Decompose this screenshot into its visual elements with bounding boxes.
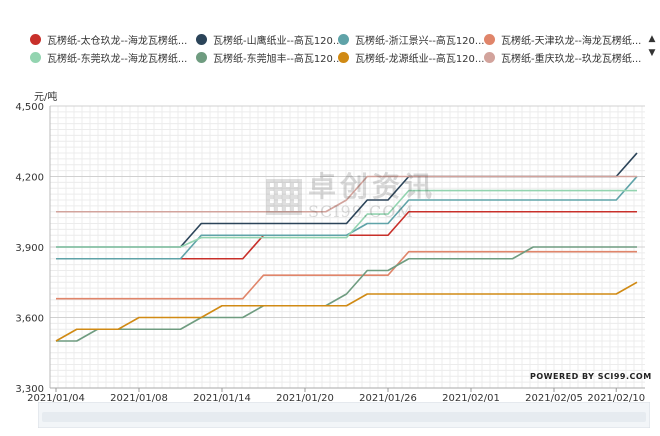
y-axis-unit-label: 元/吨 bbox=[34, 92, 58, 103]
legend-marker-icon bbox=[30, 33, 41, 45]
y-tick-label: 3,300 bbox=[15, 384, 44, 395]
legend-label: 瓦楞纸-太仓玖龙--海龙瓦楞纸... bbox=[47, 35, 188, 47]
x-tick-label: 2021/01/20 bbox=[276, 393, 334, 404]
series-line-3 bbox=[56, 250, 637, 300]
legend-item-shanying[interactable]: 瓦楞纸-山鹰纸业--高瓦120... bbox=[196, 30, 342, 48]
legend-marker-icon bbox=[338, 51, 349, 63]
legend-marker-icon bbox=[196, 33, 207, 45]
x-tick-label: 2021/01/08 bbox=[110, 393, 168, 404]
series-line-6 bbox=[55, 281, 638, 342]
legend-item-zhejiang[interactable]: 瓦楞纸-浙江景兴--高瓦120... bbox=[338, 30, 484, 48]
series-line-7 bbox=[56, 175, 637, 213]
legend-item-dongguan-jiulong[interactable]: 瓦楞纸-东莞玖龙--海龙瓦楞纸... bbox=[30, 48, 187, 66]
y-tick-label: 3,900 bbox=[15, 243, 44, 254]
legend-label: 瓦楞纸-浙江景兴--高瓦120... bbox=[355, 35, 485, 47]
x-tick-label: 2021/02/10 bbox=[587, 393, 645, 404]
series-line-2 bbox=[56, 175, 638, 260]
legend-item-dongguan-xufeng[interactable]: 瓦楞纸-东莞旭丰--高瓦120... bbox=[196, 48, 342, 66]
legend-marker-icon bbox=[484, 51, 495, 63]
x-tick-label: 2021/01/26 bbox=[359, 393, 417, 404]
legend-row-1: 瓦楞纸-太仓玖龙--海龙瓦楞纸... 瓦楞纸-山鹰纸业--高瓦120... 瓦楞… bbox=[30, 30, 645, 48]
legend-item-longyuan[interactable]: 瓦楞纸-龙源纸业--高瓦120... bbox=[338, 48, 484, 66]
legend-label: 瓦楞纸-东莞玖龙--海龙瓦楞纸... bbox=[47, 53, 188, 65]
x-tick-label: 2021/01/14 bbox=[193, 393, 251, 404]
legend-item-taicang[interactable]: 瓦楞纸-太仓玖龙--海龙瓦楞纸... bbox=[30, 30, 187, 48]
y-tick-label: 4,500 bbox=[15, 102, 44, 113]
powered-by-label: POWERED BY SCI99.COM bbox=[530, 372, 652, 381]
range-navigator[interactable] bbox=[38, 402, 650, 428]
legend-label: 瓦楞纸-山鹰纸业--高瓦120... bbox=[213, 35, 343, 47]
legend: 瓦楞纸-太仓玖龙--海龙瓦楞纸... 瓦楞纸-山鹰纸业--高瓦120... 瓦楞… bbox=[30, 30, 645, 66]
legend-marker-icon bbox=[484, 33, 495, 45]
legend-label: 瓦楞纸-天津玖龙--海龙瓦楞纸... bbox=[501, 35, 642, 47]
legend-marker-icon bbox=[196, 51, 207, 63]
y-tick-label: 3,600 bbox=[15, 314, 44, 325]
series-line-4 bbox=[56, 189, 637, 248]
legend-up-arrow-icon[interactable]: ▲ bbox=[648, 34, 656, 44]
legend-pager: ▲ ▼ bbox=[646, 32, 658, 60]
series-line-5 bbox=[56, 246, 637, 342]
legend-label: 瓦楞纸-龙源纸业--高瓦120... bbox=[355, 53, 485, 65]
legend-row-2: 瓦楞纸-东莞玖龙--海龙瓦楞纸... 瓦楞纸-东莞旭丰--高瓦120... 瓦楞… bbox=[30, 48, 645, 66]
legend-marker-icon bbox=[338, 33, 349, 45]
legend-item-tianjin[interactable]: 瓦楞纸-天津玖龙--海龙瓦楞纸... bbox=[484, 30, 641, 48]
y-tick-label: 4,200 bbox=[15, 173, 44, 184]
legend-marker-icon bbox=[30, 51, 41, 63]
legend-label: 瓦楞纸-东莞旭丰--高瓦120... bbox=[213, 53, 343, 65]
legend-item-chongqing[interactable]: 瓦楞纸-重庆玖龙--玖龙瓦楞纸... bbox=[484, 48, 641, 66]
x-tick-label: 2021/02/01 bbox=[442, 393, 500, 404]
x-tick-label: 2021/01/04 bbox=[27, 393, 85, 404]
legend-label: 瓦楞纸-重庆玖龙--玖龙瓦楞纸... bbox=[501, 53, 642, 65]
legend-down-arrow-icon[interactable]: ▼ bbox=[648, 48, 656, 58]
navigator-scrollbar bbox=[42, 412, 646, 422]
x-tick-label: 2021/02/05 bbox=[525, 393, 583, 404]
